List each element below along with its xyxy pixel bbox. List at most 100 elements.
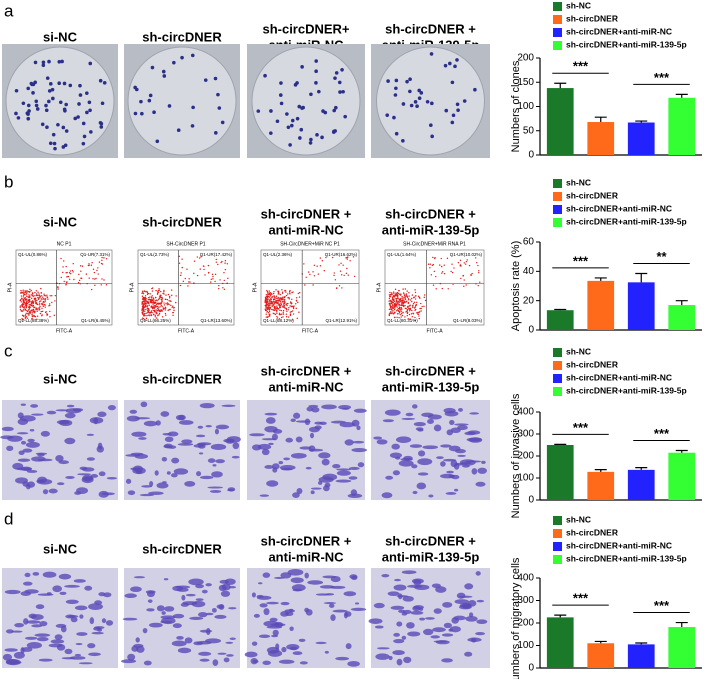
event	[66, 276, 68, 278]
event	[394, 294, 397, 297]
image	[124, 44, 240, 158]
cell	[148, 622, 163, 628]
event	[28, 295, 31, 297]
event	[414, 316, 416, 319]
event	[282, 300, 284, 303]
image	[384, 249, 485, 326]
y-tick-label: 300	[517, 595, 534, 606]
event	[189, 281, 191, 283]
event	[147, 302, 150, 305]
event	[155, 309, 158, 311]
y-tick-label: 400	[517, 407, 534, 418]
cell	[156, 482, 169, 489]
event	[276, 312, 278, 315]
cell	[20, 403, 26, 406]
cell	[272, 429, 283, 434]
cell	[32, 572, 40, 576]
event	[282, 313, 284, 315]
cell	[31, 456, 46, 462]
event	[289, 311, 292, 313]
event	[451, 263, 453, 265]
event	[44, 295, 47, 297]
event	[316, 265, 318, 267]
event	[44, 306, 46, 308]
event	[37, 307, 39, 309]
event	[46, 314, 48, 316]
event	[40, 300, 42, 302]
colony	[61, 125, 66, 130]
colony	[21, 101, 26, 106]
event	[148, 308, 150, 310]
cell	[78, 662, 93, 665]
event	[147, 311, 149, 313]
event	[396, 306, 398, 308]
colony	[140, 111, 144, 116]
event	[284, 301, 286, 303]
event	[290, 302, 293, 304]
cell	[388, 655, 393, 661]
event	[23, 297, 25, 299]
event	[463, 285, 465, 288]
cell	[350, 489, 358, 497]
event	[40, 292, 42, 294]
cell	[417, 472, 429, 476]
event	[103, 257, 105, 259]
event	[196, 256, 199, 258]
bar	[587, 280, 615, 330]
event	[81, 265, 84, 267]
cell	[38, 658, 53, 662]
event	[25, 306, 27, 308]
event	[39, 297, 41, 299]
event	[441, 287, 443, 290]
event	[160, 290, 162, 293]
cell	[58, 573, 72, 580]
cell	[59, 419, 73, 427]
event	[29, 288, 31, 290]
event	[291, 305, 293, 308]
cell	[427, 414, 442, 420]
image-label: sh-circDNER +	[385, 363, 476, 378]
cell	[148, 491, 164, 495]
cell	[330, 576, 341, 583]
colony	[392, 115, 396, 120]
significance-label: ***	[654, 598, 670, 613]
event	[46, 294, 48, 296]
cell	[228, 586, 237, 589]
cell	[353, 408, 367, 413]
event	[269, 308, 271, 310]
cell	[224, 578, 236, 585]
event	[400, 293, 402, 295]
cell	[161, 617, 176, 625]
cell	[422, 445, 439, 450]
event	[293, 305, 295, 307]
cell	[416, 482, 427, 490]
event	[167, 303, 169, 305]
event	[398, 293, 401, 295]
event	[92, 268, 95, 271]
event	[148, 296, 150, 299]
colony	[26, 112, 30, 116]
event	[144, 310, 146, 312]
cell	[20, 591, 32, 597]
cell	[330, 420, 347, 424]
cell	[161, 457, 168, 462]
cell	[272, 467, 278, 473]
event	[193, 260, 196, 262]
cell	[163, 443, 173, 449]
event	[404, 296, 406, 299]
cell	[141, 485, 153, 488]
quadrant-label: Q1-LL(85.38%)	[18, 318, 49, 323]
colony	[57, 81, 61, 86]
cell	[441, 658, 453, 663]
cell	[393, 639, 405, 644]
cell	[250, 657, 258, 665]
event	[165, 294, 167, 296]
flow-x-label: FITC-A	[302, 328, 319, 334]
cell	[314, 425, 322, 430]
event	[411, 294, 414, 296]
cell	[280, 601, 290, 606]
event	[347, 256, 349, 258]
cell	[126, 415, 140, 422]
event	[25, 293, 28, 295]
legend-label: sh-circDNER+anti-miR-NC	[566, 203, 672, 213]
